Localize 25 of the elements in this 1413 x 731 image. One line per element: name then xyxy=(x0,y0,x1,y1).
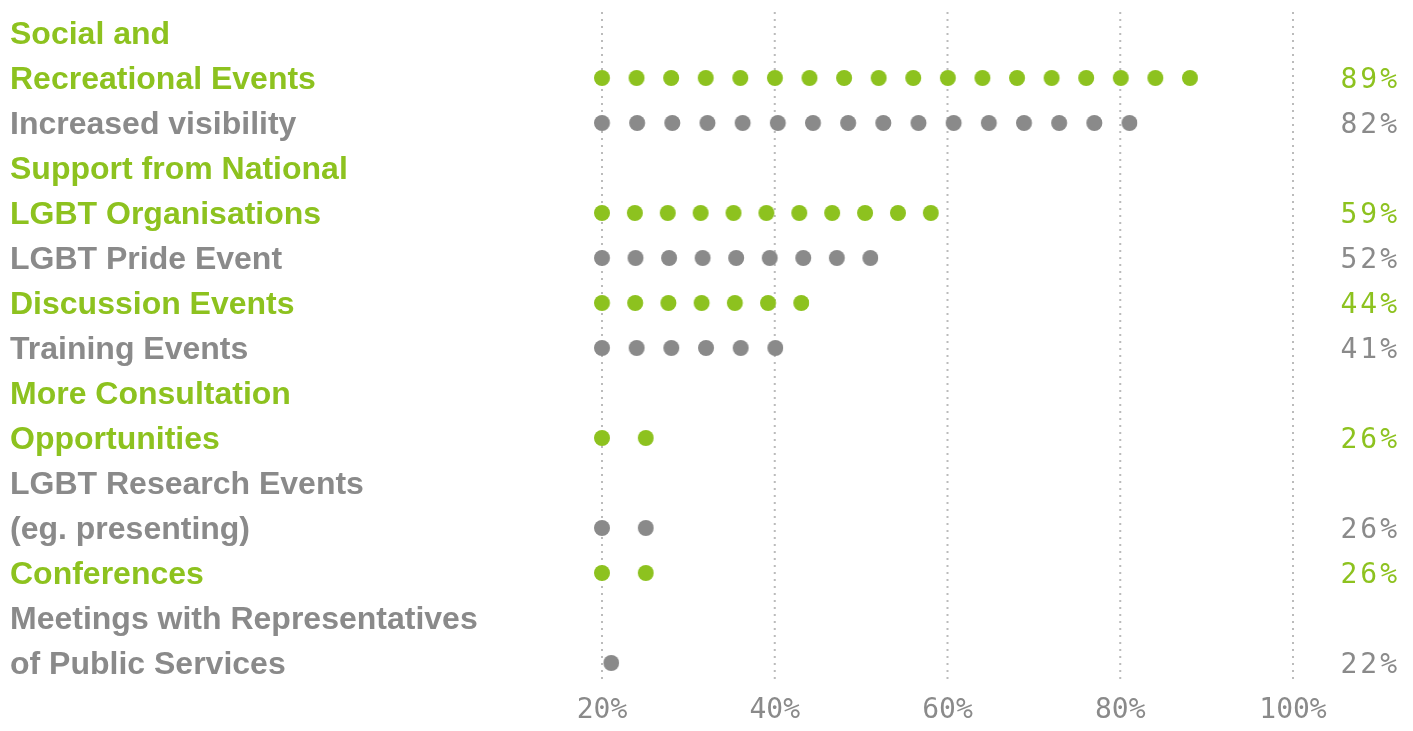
y-tick-label: More Consultation Opportunities xyxy=(10,375,291,456)
data-label: 41% xyxy=(1340,332,1400,365)
y-tick-label: Support from National LGBT Organisations xyxy=(10,150,348,231)
y-tick-label: Discussion Events xyxy=(10,285,295,321)
data-label: 22% xyxy=(1340,647,1400,680)
x-tick-label: 80% xyxy=(1094,692,1146,725)
y-tick-label: Training Events xyxy=(10,330,249,366)
data-label: 59% xyxy=(1340,197,1400,230)
x-tick-label: 20% xyxy=(576,692,628,725)
data-label: 89% xyxy=(1340,62,1400,95)
y-tick-label: LGBT Research Events (eg. presenting) xyxy=(10,465,364,546)
data-label: 26% xyxy=(1340,512,1400,545)
y-tick-label: Increased visibility xyxy=(10,105,297,141)
x-tick-label: 100% xyxy=(1259,692,1327,725)
x-tick-label: 40% xyxy=(749,692,801,725)
data-label: 26% xyxy=(1340,422,1400,455)
y-tick-label: Conferences xyxy=(10,555,204,591)
y-tick-label: Meetings with Representatives of Public Services xyxy=(10,600,478,681)
y-tick-label: LGBT Pride Event xyxy=(10,240,283,276)
data-label: 52% xyxy=(1340,242,1400,275)
data-label: 82% xyxy=(1340,107,1400,140)
data-label: 44% xyxy=(1340,287,1400,320)
data-label: 26% xyxy=(1340,557,1400,590)
y-tick-label: Social and Recreational Events xyxy=(10,15,316,96)
x-tick-label: 60% xyxy=(922,692,973,725)
